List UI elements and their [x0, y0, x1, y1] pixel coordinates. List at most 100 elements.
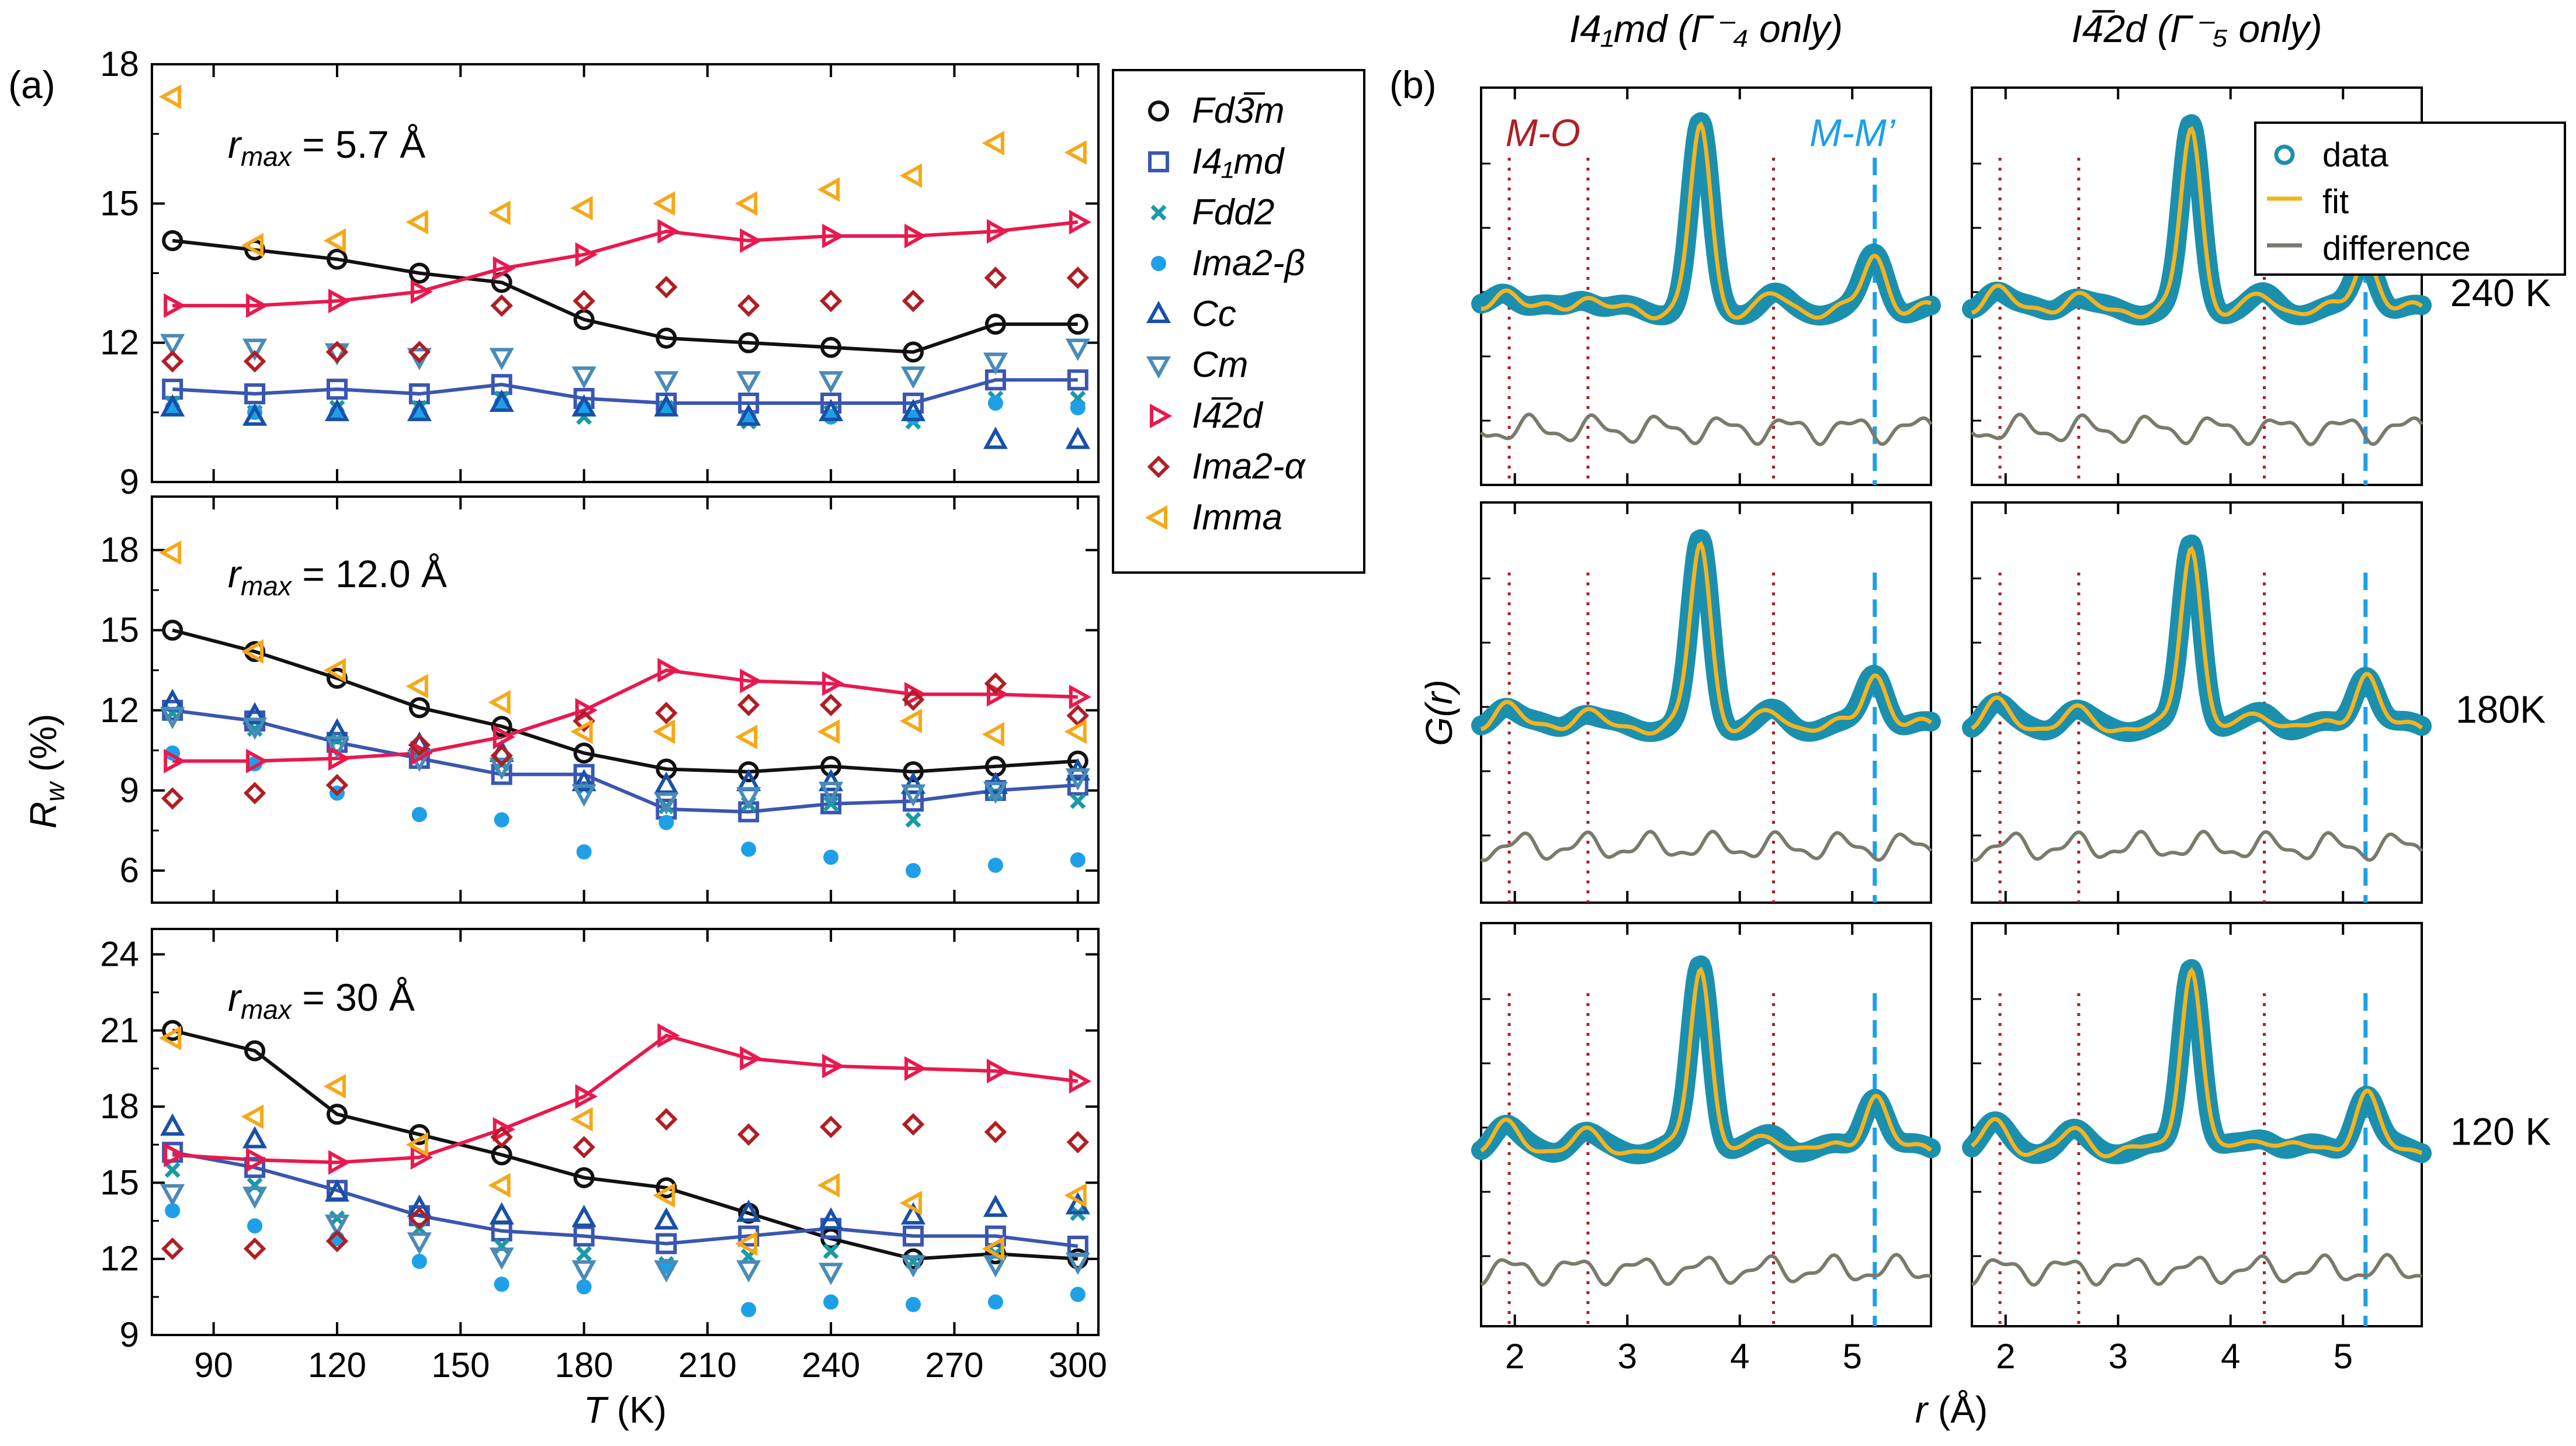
pdf-difference-curve [1971, 1253, 2422, 1287]
legend-marker-imma [1145, 505, 1167, 530]
pdf-legend-label: data [2322, 136, 2389, 174]
pdf-legend-label: difference [2322, 230, 2471, 268]
point-cc [571, 394, 597, 417]
legend-label-fdd2: Fdd2 [1192, 192, 1274, 233]
point-cm [407, 1232, 432, 1255]
point-i42d [986, 219, 1010, 244]
point-fdd2 [247, 721, 263, 737]
x-tick-label: 180 [555, 1346, 613, 1385]
point-i42d [164, 748, 186, 774]
pdf-difference-curve [1480, 1253, 1932, 1287]
y-tick-label: 18 [100, 1087, 139, 1126]
point-fdd2 [905, 812, 921, 828]
point-i42d [822, 1053, 845, 1079]
point-cm [242, 1187, 268, 1209]
y-tick-label: 15 [100, 611, 139, 650]
point-ima2b [576, 1279, 592, 1295]
point-i42d [904, 682, 927, 707]
point-cm [160, 706, 185, 730]
point-cc [654, 394, 679, 417]
series-line-fd3m [172, 1028, 1078, 1261]
point-ima2b [576, 844, 592, 860]
point-cc [983, 1194, 1008, 1217]
pdf-column-title: I4̅2d (Γ⁻₅ only) [2071, 7, 2322, 50]
point-ima2a [902, 1113, 925, 1136]
point-ima2b [987, 1294, 1003, 1310]
point-i42d [740, 668, 762, 693]
legend-label-i42d: I4̅2d [1192, 396, 1264, 436]
rw-panel-2: 6 9 12 15 18 rmax = 12.0 Å [100, 495, 1100, 904]
plot-frame [151, 495, 1100, 904]
point-ima2a [573, 1136, 595, 1159]
point-i42d [246, 1147, 269, 1173]
point-cc [819, 398, 844, 421]
point-fd3m [656, 327, 677, 349]
point-cc [242, 403, 268, 426]
point-i42d [164, 293, 186, 318]
point-cc [160, 1113, 185, 1136]
x-tick-label: 120 [308, 1346, 366, 1385]
point-cc [407, 398, 432, 421]
point-i42d [657, 1023, 680, 1048]
point-ima2a [325, 774, 349, 797]
pdf-x-tick-label: 4 [2221, 1337, 2240, 1376]
y-tick-label: 12 [100, 1239, 139, 1278]
point-ima2b [411, 807, 427, 823]
point-cm [819, 781, 844, 805]
point-i42d [493, 724, 515, 750]
point-ima2a [655, 702, 678, 724]
pdf-column-title: I4₁md (Γ⁻₄ only) [1569, 7, 1843, 50]
point-fd3m [1067, 313, 1088, 335]
point-fd3m [984, 313, 1006, 335]
left-panels: 9 12 15 18 rmax = 5.7 Å 6 9 12 15 18 rmax = 12.0 Å… [22, 44, 1107, 1431]
point-ima2a [819, 289, 843, 313]
point-fd3m [244, 1040, 266, 1062]
pdf-x-tick-label: 3 [2109, 1337, 2128, 1376]
point-i42d [328, 289, 351, 314]
point-i41md [573, 764, 595, 785]
point-cm [242, 717, 268, 740]
point-i42d [246, 293, 269, 318]
x-tick-label: 270 [925, 1346, 983, 1385]
point-ima2b [1070, 400, 1086, 415]
point-cc [1065, 426, 1090, 449]
point-cc [736, 1199, 761, 1222]
pdf-panel-r1-c1: M-O M-M’ [1471, 86, 1941, 486]
point-fdd2 [164, 1162, 181, 1178]
point-imma [405, 1132, 428, 1157]
point-imma [982, 1236, 1004, 1261]
point-cm [489, 1247, 514, 1270]
point-cm [819, 1263, 844, 1285]
point-cc [324, 398, 350, 421]
point-i42d [740, 228, 762, 253]
pdf-x-tick-label: 5 [2334, 1337, 2353, 1376]
point-imma [323, 228, 346, 253]
point-cc [571, 1204, 597, 1227]
point-ima2a [902, 688, 925, 711]
point-ima2a [243, 782, 266, 805]
point-fd3m [573, 742, 595, 764]
mo-annotation: M-O [1506, 111, 1580, 154]
point-ima2b [658, 814, 674, 830]
point-cm [983, 781, 1008, 805]
point-ima2b [494, 1277, 509, 1292]
pdf-fit-curve [1971, 126, 2423, 320]
point-i41md [573, 1225, 595, 1247]
point-ima2a [161, 787, 184, 810]
point-cm [900, 1255, 926, 1278]
point-ima2a [408, 733, 431, 757]
point-imma [653, 191, 675, 216]
point-imma [405, 674, 428, 699]
legend-label-fd3m: Fd3̅m [1192, 91, 1284, 131]
point-cm [489, 348, 514, 370]
pdf-panel-r3-c2: 2 3 4 5 [1962, 922, 2432, 1376]
point-ima2b [906, 863, 921, 879]
point-fd3m [326, 1104, 348, 1125]
point-cc [160, 394, 185, 417]
pdf-difference-curve [1479, 412, 1933, 446]
point-i42d [986, 1059, 1010, 1084]
point-imma [323, 658, 346, 683]
point-ima2a [490, 744, 513, 767]
point-i42d [575, 1084, 598, 1109]
y-axis-label: Rw (%) [22, 714, 70, 829]
